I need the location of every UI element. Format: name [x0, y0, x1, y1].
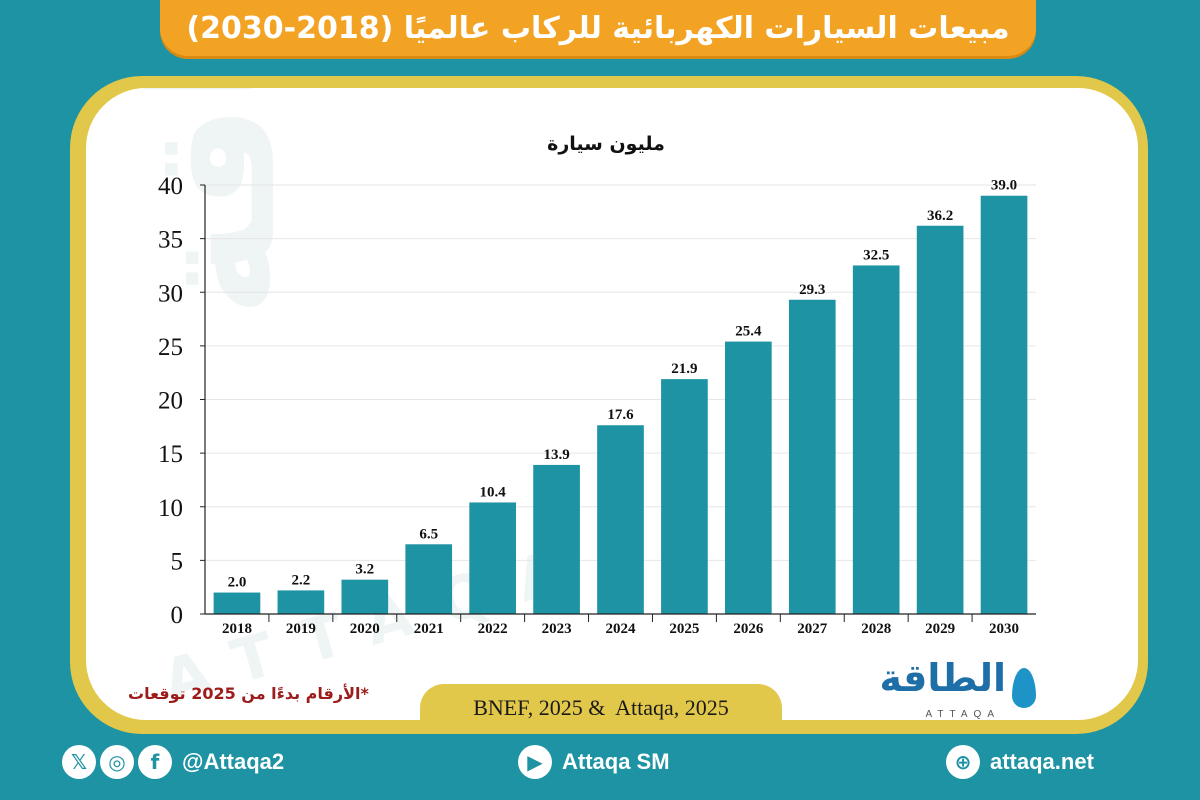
- x-icon[interactable]: 𝕏: [62, 745, 96, 779]
- y-tick-label: 20: [158, 388, 183, 415]
- bar-value-label: 17.6: [607, 407, 634, 423]
- forecast-note: *الأرقام بدءًا من 2025 توقعات: [128, 684, 369, 703]
- bar-value-label: 36.2: [927, 208, 953, 224]
- x-tick-label: 2027: [797, 621, 828, 637]
- y-tick-label: 15: [158, 441, 183, 468]
- bar-value-label: 32.5: [863, 247, 889, 263]
- chart-subtitle: مليون سيارة: [547, 133, 665, 155]
- website-url[interactable]: attaqa.net: [990, 749, 1094, 774]
- bar-value-label: 13.9: [543, 447, 569, 463]
- bar-value-label: 29.3: [799, 282, 825, 298]
- logo-english: ATTAQA: [925, 709, 1000, 720]
- title-bar: مبيعات السيارات الكهربائية للركاب عالميً…: [160, 0, 1036, 56]
- source-box: BNEF, 2025 & Attaqa, 2025: [420, 684, 782, 732]
- x-tick-label: 2030: [989, 621, 1019, 637]
- bar: [980, 195, 1028, 614]
- bar: [916, 225, 964, 614]
- youtube-icon[interactable]: ▶: [518, 745, 552, 779]
- x-tick-label: 2025: [669, 621, 699, 637]
- x-tick-label: 2022: [478, 621, 508, 637]
- bar-value-label: 3.2: [355, 562, 374, 578]
- x-tick-label: 2029: [925, 621, 955, 637]
- y-tick-label: 5: [171, 548, 184, 575]
- bar: [213, 592, 261, 614]
- x-tick-label: 2021: [414, 621, 444, 637]
- x-tick-label: 2018: [222, 621, 252, 637]
- bar-value-label: 25.4: [735, 324, 762, 340]
- x-tick-label: 2023: [542, 621, 572, 637]
- globe-icon[interactable]: ⊕: [946, 745, 980, 779]
- bar-value-label: 2.2: [292, 572, 311, 588]
- facebook-icon[interactable]: f: [138, 745, 172, 779]
- y-tick-label: 25: [158, 334, 183, 361]
- youtube-channel[interactable]: Attaqa SM: [562, 749, 670, 774]
- x-tick-label: 2024: [606, 621, 637, 637]
- footer: 𝕏 ◎ f @Attaqa2 ▶ Attaqa SM ⊕ attaqa.net: [0, 735, 1200, 800]
- y-tick-label: 40: [158, 173, 183, 200]
- y-tick-label: 0: [171, 602, 184, 629]
- bar: [341, 579, 389, 614]
- bar: [597, 425, 644, 614]
- bar: [661, 379, 708, 614]
- youtube-link[interactable]: ▶ Attaqa SM: [518, 745, 670, 779]
- bar: [788, 299, 836, 614]
- logo-arabic: الطاقة: [879, 656, 1006, 700]
- bar: [852, 265, 900, 614]
- bar: [277, 590, 325, 614]
- attaqa-logo: الطاقة ATTAQA: [862, 656, 1040, 720]
- x-tick-label: 2020: [350, 621, 380, 637]
- bar-value-label: 39.0: [991, 178, 1017, 194]
- x-tick-label: 2026: [733, 621, 764, 637]
- y-tick-label: 30: [158, 280, 183, 307]
- bar-value-label: 6.5: [419, 526, 438, 542]
- source-text: BNEF, 2025 & Attaqa, 2025: [473, 695, 729, 720]
- bar: [405, 544, 453, 614]
- x-tick-label: 2028: [861, 621, 891, 637]
- drop-icon: [1012, 668, 1036, 708]
- social-handle[interactable]: @Attaqa2: [182, 749, 285, 774]
- instagram-icon[interactable]: ◎: [100, 745, 134, 779]
- social-links: 𝕏 ◎ f @Attaqa2: [62, 745, 284, 779]
- website-link[interactable]: ⊕ attaqa.net: [946, 745, 1094, 779]
- bar: [469, 502, 516, 614]
- y-tick-label: 10: [158, 495, 183, 522]
- page-title: مبيعات السيارات الكهربائية للركاب عالميً…: [186, 10, 1010, 46]
- bar-value-label: 2.0: [228, 575, 247, 591]
- bar: [533, 464, 580, 614]
- x-tick-label: 2019: [286, 621, 316, 637]
- bar-value-label: 21.9: [671, 361, 697, 377]
- bar: [725, 341, 772, 614]
- y-tick-label: 35: [158, 227, 183, 254]
- bar-value-label: 10.4: [480, 484, 507, 500]
